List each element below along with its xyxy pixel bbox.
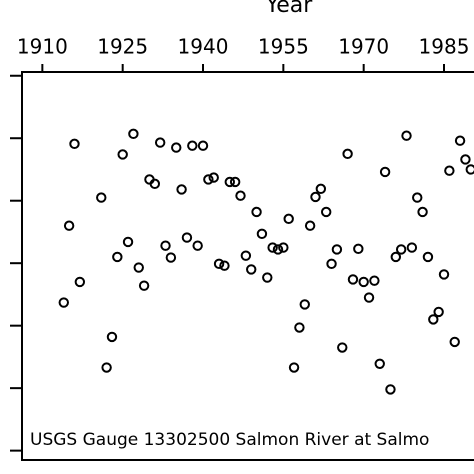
x-tick-label: 1925 bbox=[97, 35, 148, 59]
annotation: USGS Gauge 13302500 Salmon River at Salm… bbox=[30, 430, 429, 450]
point bbox=[406, 242, 418, 253]
x-tick-label: 1985 bbox=[419, 35, 470, 59]
point bbox=[171, 142, 182, 153]
point bbox=[358, 276, 369, 288]
point bbox=[96, 192, 107, 203]
point bbox=[304, 220, 316, 231]
point bbox=[390, 251, 402, 263]
point bbox=[122, 236, 134, 248]
point bbox=[154, 137, 166, 148]
point bbox=[229, 176, 241, 188]
point bbox=[267, 242, 278, 253]
point bbox=[369, 275, 380, 286]
point bbox=[385, 384, 396, 395]
point bbox=[240, 250, 252, 261]
point bbox=[219, 260, 230, 271]
point bbox=[117, 149, 128, 160]
x-axis-label: Year bbox=[265, 0, 314, 18]
point bbox=[299, 299, 310, 310]
point bbox=[112, 251, 123, 263]
point bbox=[187, 140, 198, 151]
point bbox=[412, 192, 423, 203]
point bbox=[433, 306, 444, 318]
point bbox=[374, 358, 385, 369]
point bbox=[454, 135, 466, 146]
point bbox=[197, 140, 209, 151]
point bbox=[395, 244, 407, 255]
plot-frame bbox=[21, 71, 474, 461]
point bbox=[256, 228, 268, 240]
point bbox=[246, 264, 257, 275]
point bbox=[208, 172, 219, 183]
point bbox=[235, 190, 246, 201]
point bbox=[63, 220, 75, 231]
point bbox=[444, 165, 455, 176]
x-tick-label: 1940 bbox=[178, 35, 229, 59]
point bbox=[337, 342, 348, 353]
point bbox=[417, 206, 428, 218]
point bbox=[465, 164, 474, 175]
point bbox=[251, 206, 262, 218]
point bbox=[278, 242, 289, 253]
point bbox=[133, 262, 144, 273]
point bbox=[138, 280, 150, 291]
point bbox=[203, 174, 214, 185]
point bbox=[347, 274, 359, 285]
point bbox=[401, 130, 412, 141]
point bbox=[128, 128, 139, 140]
point bbox=[181, 232, 193, 243]
point bbox=[422, 251, 434, 263]
point bbox=[310, 191, 321, 203]
point bbox=[224, 176, 235, 188]
point bbox=[294, 322, 305, 333]
point bbox=[288, 362, 300, 373]
point bbox=[342, 148, 353, 160]
point bbox=[449, 336, 460, 348]
point bbox=[149, 178, 161, 190]
point bbox=[106, 331, 118, 343]
point bbox=[320, 206, 332, 218]
x-tick-label: 1955 bbox=[258, 35, 309, 59]
point bbox=[213, 258, 225, 270]
point bbox=[160, 240, 171, 251]
point bbox=[438, 269, 450, 280]
point bbox=[315, 183, 327, 195]
point bbox=[428, 314, 439, 325]
x-tick-label: 1910 bbox=[17, 35, 68, 59]
point bbox=[460, 154, 471, 165]
x-tick-label: 1970 bbox=[338, 35, 389, 59]
point bbox=[353, 243, 364, 255]
point bbox=[283, 213, 294, 225]
point bbox=[272, 244, 284, 255]
point bbox=[363, 292, 375, 303]
point bbox=[176, 184, 187, 195]
point bbox=[331, 244, 343, 255]
point bbox=[58, 297, 69, 308]
point bbox=[379, 166, 391, 178]
point bbox=[262, 272, 273, 283]
point bbox=[101, 362, 112, 373]
point bbox=[74, 276, 86, 288]
point bbox=[326, 258, 337, 270]
point bbox=[165, 252, 177, 263]
point bbox=[192, 240, 203, 251]
point bbox=[69, 138, 80, 150]
